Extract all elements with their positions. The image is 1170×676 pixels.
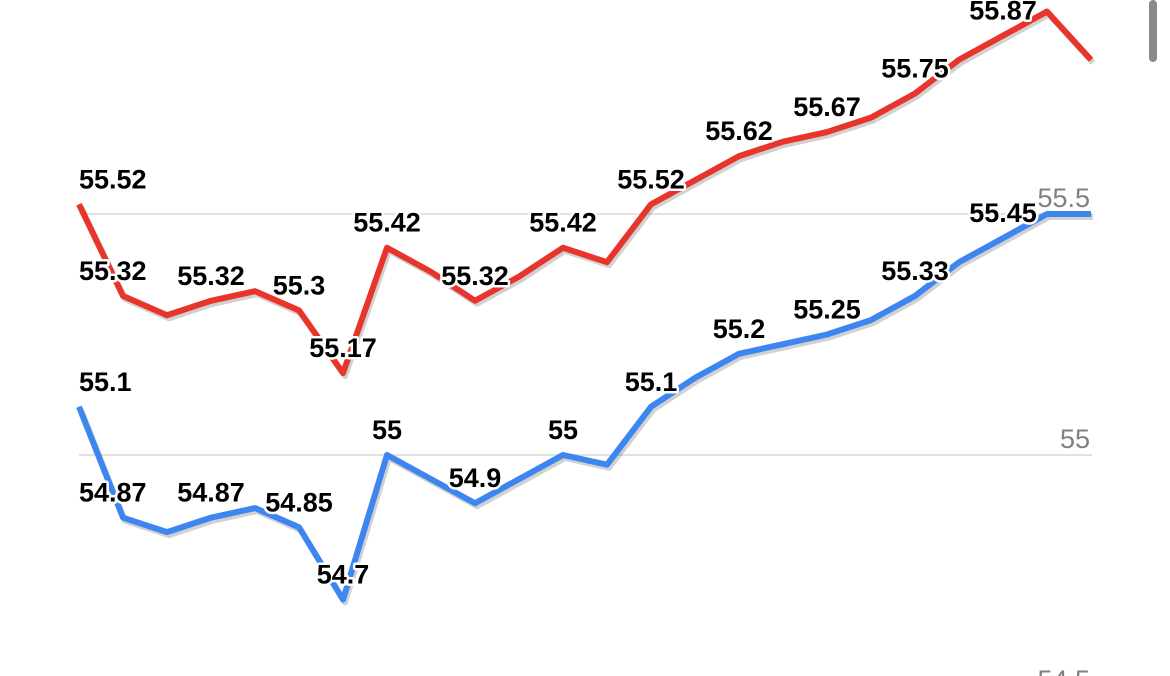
y-tick-label: 54.5: [1037, 665, 1090, 676]
data-point: [298, 526, 300, 528]
data-label: 55.32: [177, 261, 245, 291]
data-point: [562, 247, 564, 249]
data-labels: 55.52 55.32 55.32 55.3 55.17 55.42 55.32 55.42 5…: [77, 0, 1084, 592]
data-label: 55: [372, 415, 402, 445]
data-label: 55.67: [793, 92, 861, 122]
data-label: 55.52: [79, 164, 147, 194]
data-point: [386, 454, 388, 456]
series-line-0: [76, 8, 1094, 377]
data-label: 55.25: [793, 295, 861, 325]
data-label: 55.62: [705, 116, 773, 146]
data-label: 55.42: [353, 208, 421, 238]
data-label: 54.7: [317, 560, 370, 590]
data-label: 55.3: [273, 270, 326, 300]
data-point: [914, 93, 916, 94]
data-point: [958, 261, 960, 263]
data-point: [166, 531, 168, 533]
data-label: 55.87: [969, 0, 1037, 26]
data-label: 55.33: [881, 256, 949, 286]
data-point: [738, 353, 740, 355]
data-point: [474, 300, 476, 302]
data-point: [782, 343, 784, 345]
data-point: [738, 155, 740, 157]
series-lines: [76, 8, 1096, 606]
data-label: 55.75: [881, 54, 949, 84]
data-point: [1090, 213, 1092, 215]
data-point: [254, 290, 256, 292]
y-axis-ticks: 55.5 55 54.5: [1037, 183, 1090, 676]
data-point: [474, 502, 476, 504]
data-point: [430, 478, 432, 480]
data-label: 55: [548, 415, 578, 445]
data-point: [166, 314, 168, 316]
data-point: [78, 203, 80, 205]
data-label: 55.92: [1013, 0, 1081, 2]
data-point: [1002, 35, 1004, 37]
data-point: [826, 334, 828, 335]
y-tick-label: 55: [1060, 424, 1090, 454]
data-point: [606, 261, 608, 263]
gridlines: [79, 213, 1092, 456]
data-label: 54.9: [449, 463, 502, 493]
data-point: [122, 517, 124, 519]
data-point: [1046, 11, 1048, 13]
data-point: [870, 319, 872, 321]
data-point: [122, 295, 124, 297]
data-point: [650, 406, 652, 408]
data-label: 55.45: [969, 198, 1037, 228]
data-label: 54.87: [177, 478, 245, 508]
data-point: [210, 300, 212, 302]
data-label: 55.32: [441, 261, 509, 291]
data-point: [298, 309, 300, 311]
data-point: [1090, 59, 1092, 61]
data-label: 54.87: [79, 478, 147, 508]
data-label: 55.32: [79, 256, 147, 286]
y-tick-label: 55.5: [1037, 183, 1090, 213]
data-label: 55.42: [529, 208, 597, 238]
data-point: [562, 454, 564, 456]
data-point: [958, 59, 960, 61]
data-label: 55.52: [617, 164, 685, 194]
data-point: [518, 478, 520, 480]
data-point: [870, 117, 872, 119]
data-point: [254, 507, 256, 509]
data-point: [78, 406, 80, 408]
data-label: 54.85: [265, 487, 333, 517]
data-point: [694, 377, 696, 379]
data-point: [694, 179, 696, 181]
data-point: [914, 295, 916, 297]
data-point: [518, 276, 520, 278]
series-line-1: [76, 211, 1091, 603]
data-point: [1002, 237, 1004, 239]
data-point: [782, 141, 784, 143]
scrollbar[interactable]: [1149, 0, 1157, 62]
data-point: [606, 464, 608, 466]
data-label: 55.2: [713, 314, 766, 344]
data-label: 55.1: [79, 367, 132, 397]
data-point: [1046, 213, 1048, 215]
data-point: [342, 372, 344, 374]
data-point: [210, 517, 212, 519]
data-point: [342, 599, 344, 601]
data-point: [386, 247, 388, 249]
data-point: [650, 203, 652, 205]
data-label: 55.17: [309, 333, 377, 363]
data-point: [430, 271, 432, 273]
data-point: [826, 131, 828, 133]
data-label: 55.1: [625, 367, 678, 397]
